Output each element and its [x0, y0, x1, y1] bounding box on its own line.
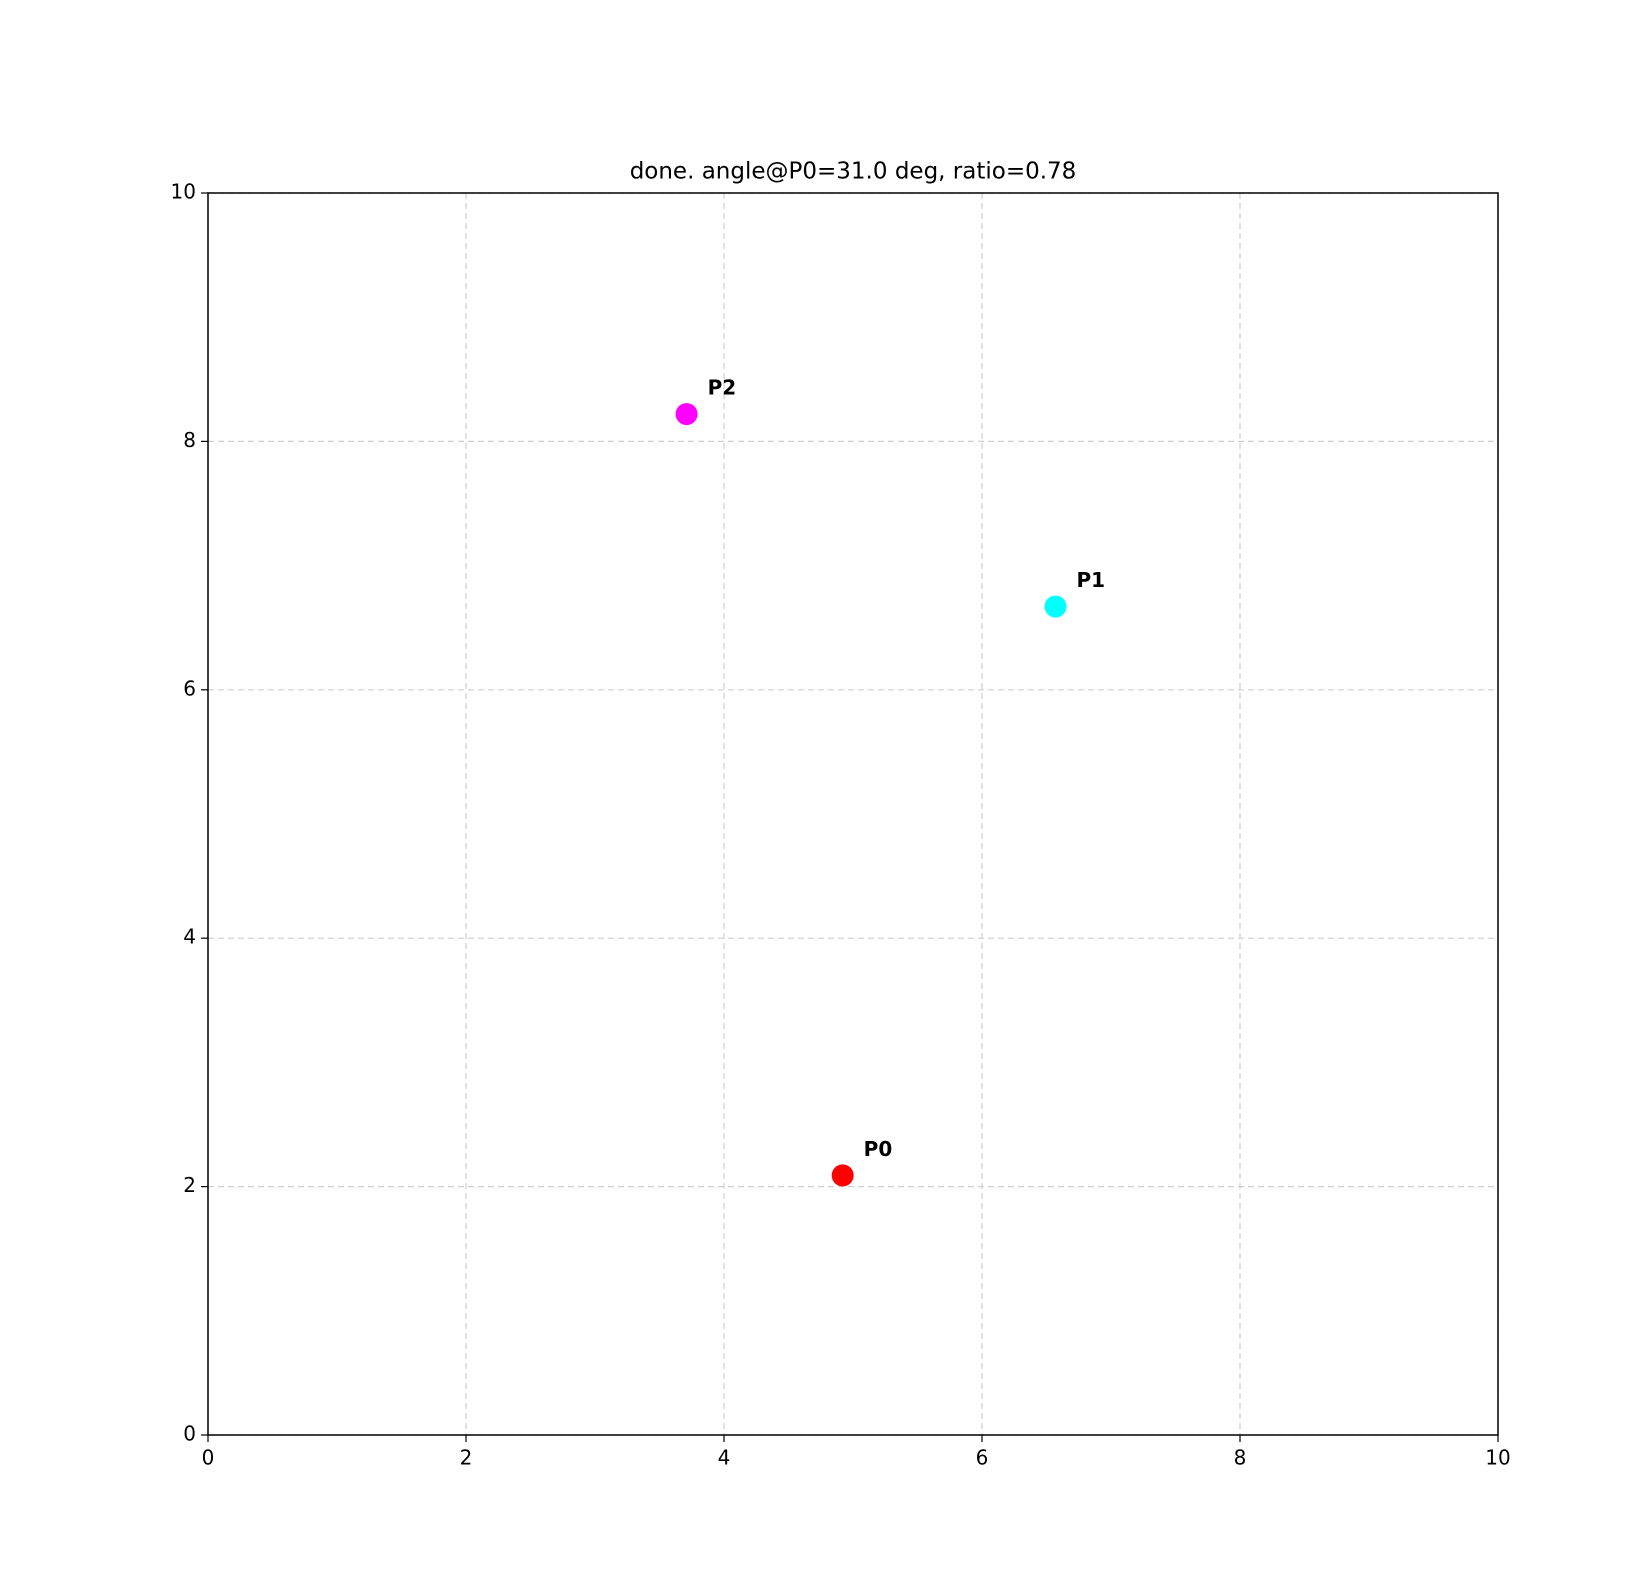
point-label: P0 [864, 1137, 893, 1161]
point [675, 403, 698, 426]
point-label: P2 [708, 376, 737, 400]
point-label: P1 [1077, 568, 1106, 592]
point [1044, 595, 1067, 618]
point [831, 1164, 854, 1187]
chart-title: done. angle@P0=31.0 deg, ratio=0.78 [630, 159, 1077, 185]
y-tick-label: 10 [171, 180, 196, 204]
x-tick-label: 8 [1234, 1446, 1247, 1470]
y-tick-label: 2 [183, 1173, 196, 1197]
x-tick-label: 2 [460, 1446, 473, 1470]
y-tick-label: 0 [183, 1422, 196, 1446]
plot-frame [207, 192, 1499, 1436]
x-tick-label: 0 [202, 1446, 215, 1470]
y-tick-label: 6 [183, 676, 196, 700]
x-tick-label: 6 [976, 1446, 989, 1470]
y-tick-label: 4 [183, 925, 196, 949]
y-tick-label: 8 [183, 428, 196, 452]
x-tick-label: 4 [718, 1446, 731, 1470]
x-tick-label: 10 [1485, 1446, 1510, 1470]
